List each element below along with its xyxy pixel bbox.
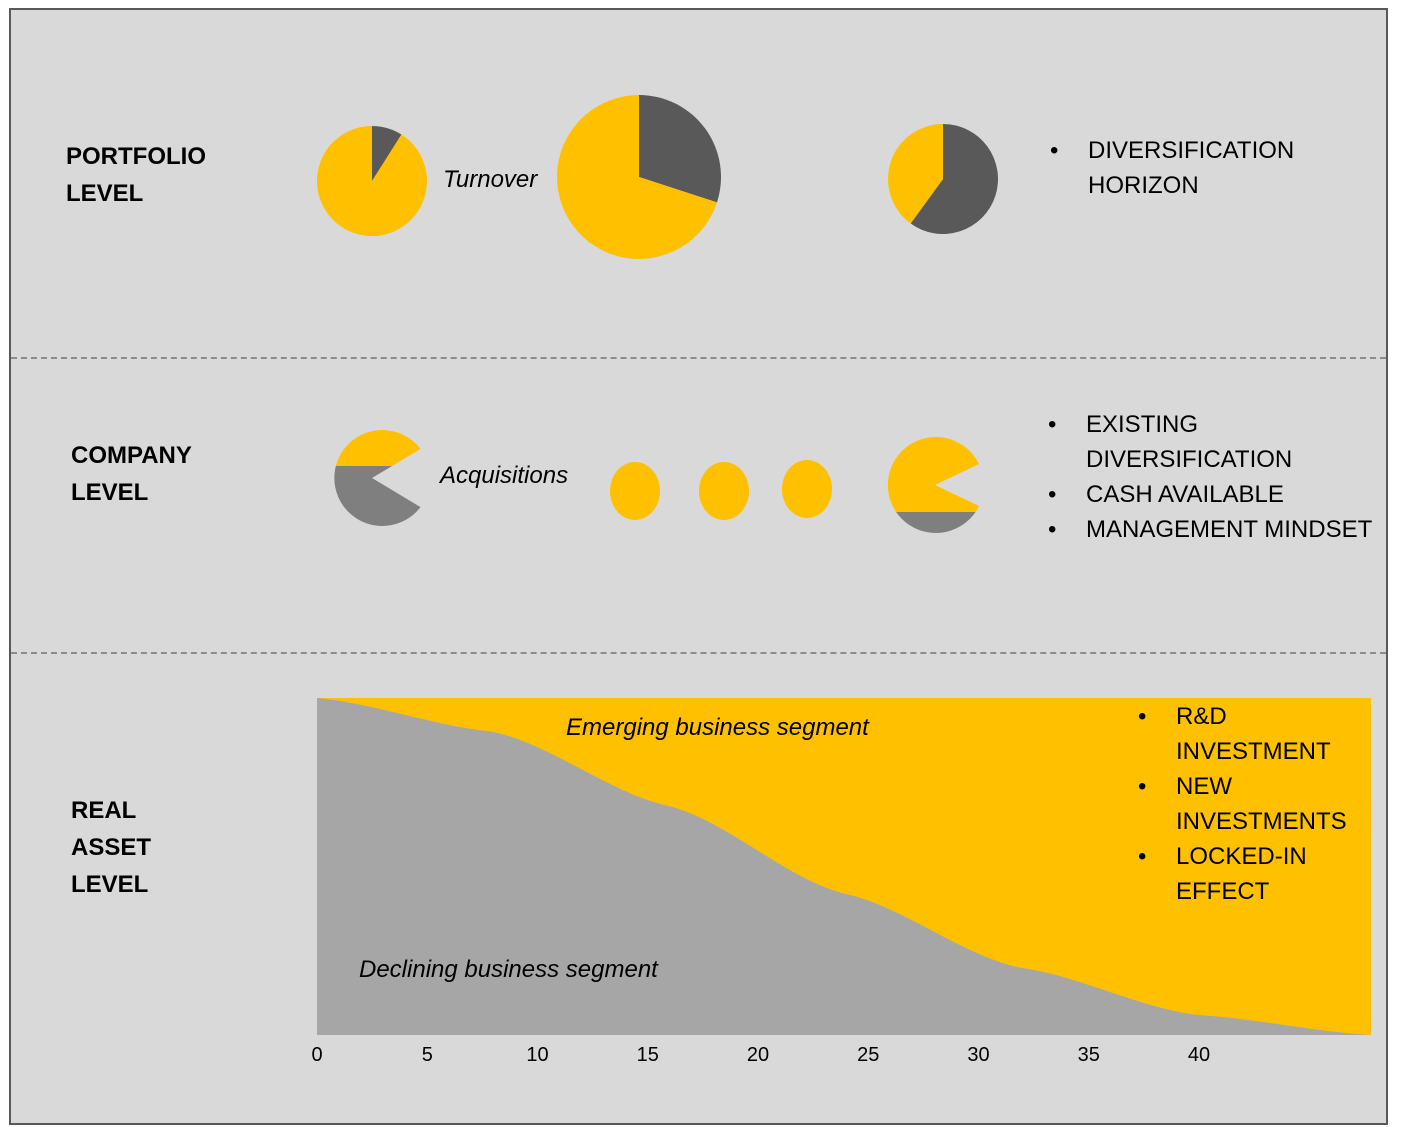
x-tick-label: 30: [967, 1044, 989, 1066]
pie-slice-dark: [372, 126, 402, 181]
pie-slice-yellow: [888, 124, 943, 224]
bullet-item: CASH AVAILABLE: [1048, 477, 1372, 512]
bullet-item: NEW INVESTMENTS: [1138, 769, 1347, 839]
emerging-segment-label: Emerging business segment: [566, 714, 869, 741]
portfolio-level-label: PORTFOLIO LEVEL: [66, 143, 206, 207]
declining-segment-area: [317, 698, 1371, 1035]
bullet-item: MANAGEMENT MINDSET: [1048, 512, 1372, 547]
x-tick-label: 5: [422, 1044, 433, 1066]
x-tick-label: 10: [526, 1044, 548, 1066]
pie-slice-dark: [910, 124, 998, 235]
section-divider: [11, 652, 1386, 654]
x-tick-label: 40: [1188, 1044, 1210, 1066]
bullet-item: DIVERSIFICATION HORIZON: [1050, 133, 1294, 203]
pie-slice-yellow: [557, 95, 717, 260]
pie-slice-dark: [639, 94, 721, 203]
x-tick-label: 25: [857, 1044, 879, 1066]
real-asset-bullets: R&D INVESTMENT NEW INVESTMENTS LOCKED-IN…: [1138, 699, 1347, 909]
portfolio-bullets: DIVERSIFICATION HORIZON: [1050, 133, 1294, 203]
company-level-label: COMPANY LEVEL: [71, 442, 192, 506]
acquirer-pacman: [334, 430, 421, 527]
company-bullets: EXISTING DIVERSIFICATION CASH AVAILABLE …: [1048, 407, 1372, 547]
portfolio-pie-large: [557, 94, 721, 260]
x-tick-label: 20: [747, 1044, 769, 1066]
pie-slice-yellow: [316, 126, 427, 236]
acquisition-dot: [699, 462, 749, 520]
declining-segment-label: Declining business segment: [359, 956, 658, 983]
acquisition-dot: [782, 460, 832, 518]
x-tick-label: 15: [637, 1044, 659, 1066]
bullet-item: EXISTING DIVERSIFICATION: [1048, 407, 1372, 477]
bullet-item: LOCKED-IN EFFECT: [1138, 839, 1347, 909]
portfolio-pie-medium: [888, 124, 998, 235]
portfolio-pie-small: [316, 126, 427, 236]
x-axis-ticks: 0 5 10 15 20 25 30 35 40: [311, 1044, 1210, 1066]
acquisitions-caption: Acquisitions: [440, 462, 569, 489]
acquired-pacman: [887, 437, 979, 533]
turnover-caption: Turnover: [443, 166, 538, 193]
acquisition-dot: [610, 462, 660, 520]
x-tick-label: 35: [1078, 1044, 1100, 1066]
bullet-item: R&D INVESTMENT: [1138, 699, 1347, 769]
section-divider: [11, 357, 1386, 359]
real-asset-level-label: REAL ASSET LEVEL: [71, 797, 152, 898]
x-tick-label: 0: [311, 1044, 322, 1066]
